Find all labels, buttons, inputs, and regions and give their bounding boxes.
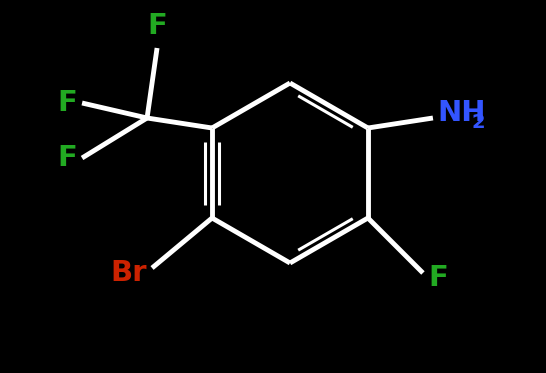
Text: F: F xyxy=(57,144,77,172)
Text: F: F xyxy=(428,264,448,292)
Text: F: F xyxy=(57,89,77,117)
Text: NH: NH xyxy=(437,99,485,127)
Text: F: F xyxy=(147,12,167,40)
Text: 2: 2 xyxy=(472,113,485,132)
Text: Br: Br xyxy=(110,259,147,287)
